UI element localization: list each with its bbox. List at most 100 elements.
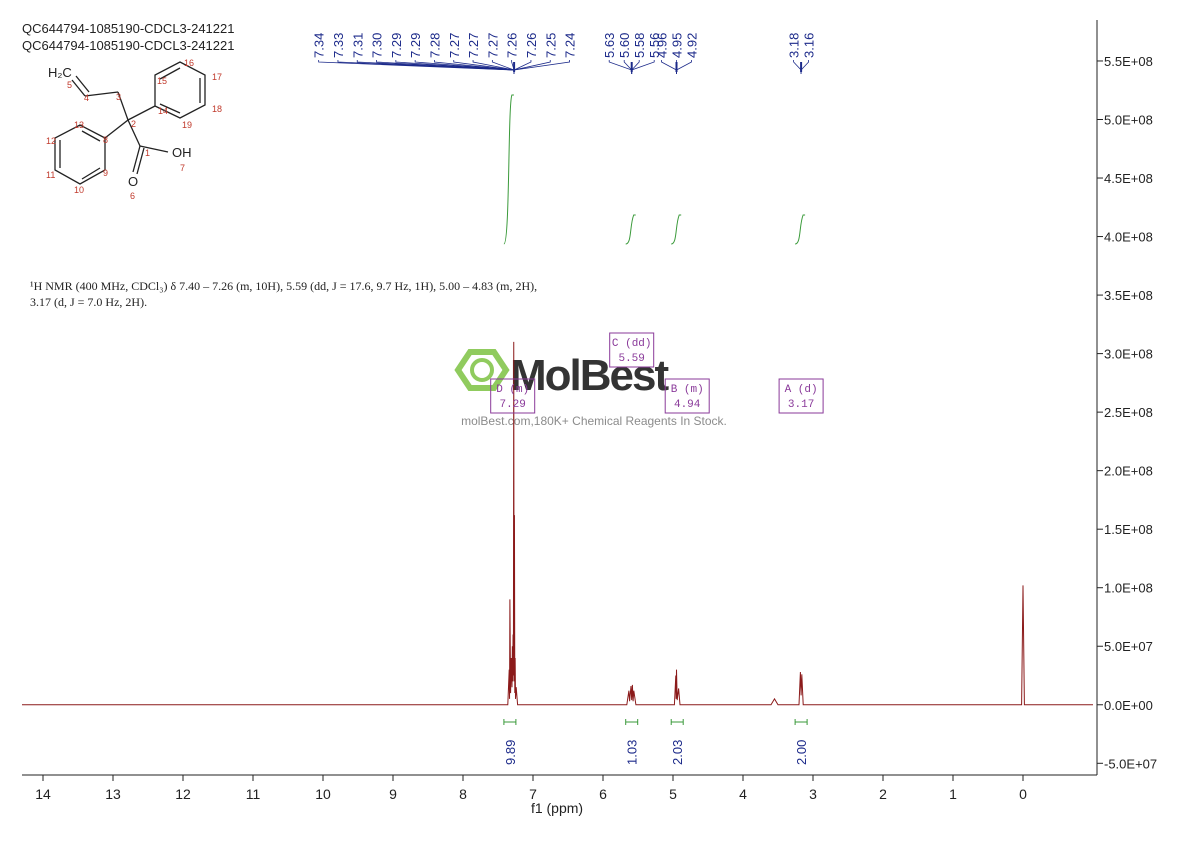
y-tick-label: 1.0E+08 — [1104, 581, 1153, 596]
atom-number: 4 — [84, 93, 89, 103]
multiplet-shift: 4.94 — [674, 399, 701, 411]
integral-curve — [503, 94, 514, 245]
integral-label: 2.03 — [670, 740, 685, 765]
x-tick-label: 11 — [246, 786, 261, 802]
watermark-brand: MolBest — [510, 351, 669, 400]
integral-bracket — [670, 719, 684, 725]
atom-number: 15 — [157, 76, 167, 86]
peak-label: 7.30 — [370, 33, 385, 58]
peak-label: 5.58 — [632, 33, 647, 58]
multiplet-shift: 3.17 — [788, 399, 814, 411]
atom-number: 18 — [212, 104, 222, 114]
peak-label: 3.18 — [787, 33, 802, 58]
peak-label: 7.25 — [543, 33, 558, 58]
peak-label: 7.29 — [408, 33, 423, 58]
peak-label: 4.96 — [655, 33, 670, 58]
peak-label: 5.60 — [617, 33, 632, 58]
atom-number: 14 — [158, 106, 168, 116]
atom-number: 7 — [180, 163, 185, 173]
atom-number: 1 — [145, 148, 150, 158]
x-tick-label: 8 — [459, 786, 467, 802]
description: ¹H NMR (400 MHz, CDCl₃) δ 7.40 – 7.26 (m… — [30, 279, 537, 293]
x-tick-label: 10 — [315, 786, 331, 802]
peak-connector — [513, 60, 570, 74]
peak-label: 5.63 — [602, 33, 617, 58]
x-tick-label: 0 — [1019, 786, 1027, 802]
atom-number: 19 — [182, 120, 192, 130]
y-tick-label: 2.5E+08 — [1104, 405, 1153, 420]
peak-label: 7.29 — [389, 33, 404, 58]
watermark-logo — [470, 358, 494, 382]
peak-label: 3.16 — [802, 33, 817, 58]
x-tick-label: 12 — [175, 786, 191, 802]
atom-number: 12 — [46, 136, 56, 146]
integral-bracket — [503, 719, 517, 725]
peak-connector — [608, 60, 633, 74]
peak-label: 5.56 — [647, 33, 662, 58]
description: 3.17 (d, J = 7.0 Hz, 2H). — [30, 295, 147, 309]
multiplet-box — [609, 332, 655, 368]
spectrum-line — [22, 341, 1093, 706]
x-tick-label: 4 — [739, 786, 747, 802]
atom-number: 10 — [74, 185, 84, 195]
atom-number: 8 — [103, 135, 108, 145]
peak-connector — [631, 60, 640, 74]
integral-curve — [671, 214, 682, 245]
x-tick-label: 1 — [949, 786, 957, 802]
atom-number: 9 — [103, 168, 108, 178]
atom-number: 2 — [131, 119, 136, 129]
peak-label: 7.27 — [485, 33, 500, 58]
multiplet-label: C (dd) — [612, 338, 652, 350]
atom-label: OH — [172, 145, 192, 160]
peak-label: 4.92 — [685, 33, 700, 58]
peak-connector — [623, 60, 633, 74]
x-tick-label: 2 — [879, 786, 887, 802]
multiplet-shift: 7.29 — [499, 399, 525, 411]
atom-number: 11 — [46, 170, 55, 180]
atom-label: O — [128, 174, 138, 189]
multiplet-label: D (m) — [496, 384, 529, 396]
multiplet-box — [664, 378, 710, 414]
x-tick-label: 5 — [669, 786, 677, 802]
peak-label: 7.33 — [331, 33, 346, 58]
integral-bracket — [794, 719, 808, 725]
y-tick-label: 1.5E+08 — [1104, 522, 1153, 537]
peak-label: 4.95 — [670, 33, 685, 58]
multiplet-label: B (m) — [671, 384, 704, 396]
structure — [54, 61, 206, 185]
y-tick-label: -5.0E+07 — [1104, 756, 1157, 771]
chart-title: QC644794-1085190-CDCL3-241221 — [22, 21, 234, 36]
atom-number: 5 — [67, 80, 72, 90]
peak-label: 7.31 — [350, 33, 365, 58]
atom-number: 6 — [130, 191, 135, 201]
peak-label: 7.24 — [563, 33, 578, 58]
y-tick-label: 2.0E+08 — [1104, 464, 1153, 479]
atom-number: 17 — [212, 72, 222, 82]
x-tick-label: 6 — [599, 786, 607, 802]
atom-number: 13 — [74, 120, 84, 130]
y-tick-label: 5.0E+07 — [1104, 639, 1153, 654]
x-tick-label: 7 — [529, 786, 537, 802]
x-axis-label: f1 (ppm) — [531, 800, 583, 816]
y-tick-label: 3.5E+08 — [1104, 288, 1153, 303]
y-tick-label: 4.5E+08 — [1104, 171, 1153, 186]
atom-label: H₂C — [48, 65, 72, 80]
integral-bracket — [625, 719, 639, 725]
peak-label: 7.26 — [505, 33, 520, 58]
atom-number: 3 — [116, 92, 121, 102]
peak-connector — [800, 60, 809, 74]
x-tick-label: 14 — [35, 786, 51, 802]
y-tick-label: 4.0E+08 — [1104, 230, 1153, 245]
y-tick-label: 0.0E+00 — [1104, 698, 1153, 713]
peak-connector — [676, 60, 692, 74]
x-tick-label: 3 — [809, 786, 817, 802]
watermark: MolBest molBest.com,180K+ Chemical Reage… — [454, 349, 727, 428]
atom-number: 16 — [184, 58, 194, 68]
integral-label: 1.03 — [625, 740, 640, 765]
multiplet-shift: 5.59 — [618, 353, 644, 365]
y-tick-label: 3.0E+08 — [1104, 347, 1153, 362]
watermark-tagline: molBest.com,180K+ Chemical Reagents In S… — [461, 414, 727, 428]
multiplet-label: A (d) — [785, 384, 818, 396]
peak-label: 7.34 — [312, 33, 327, 58]
